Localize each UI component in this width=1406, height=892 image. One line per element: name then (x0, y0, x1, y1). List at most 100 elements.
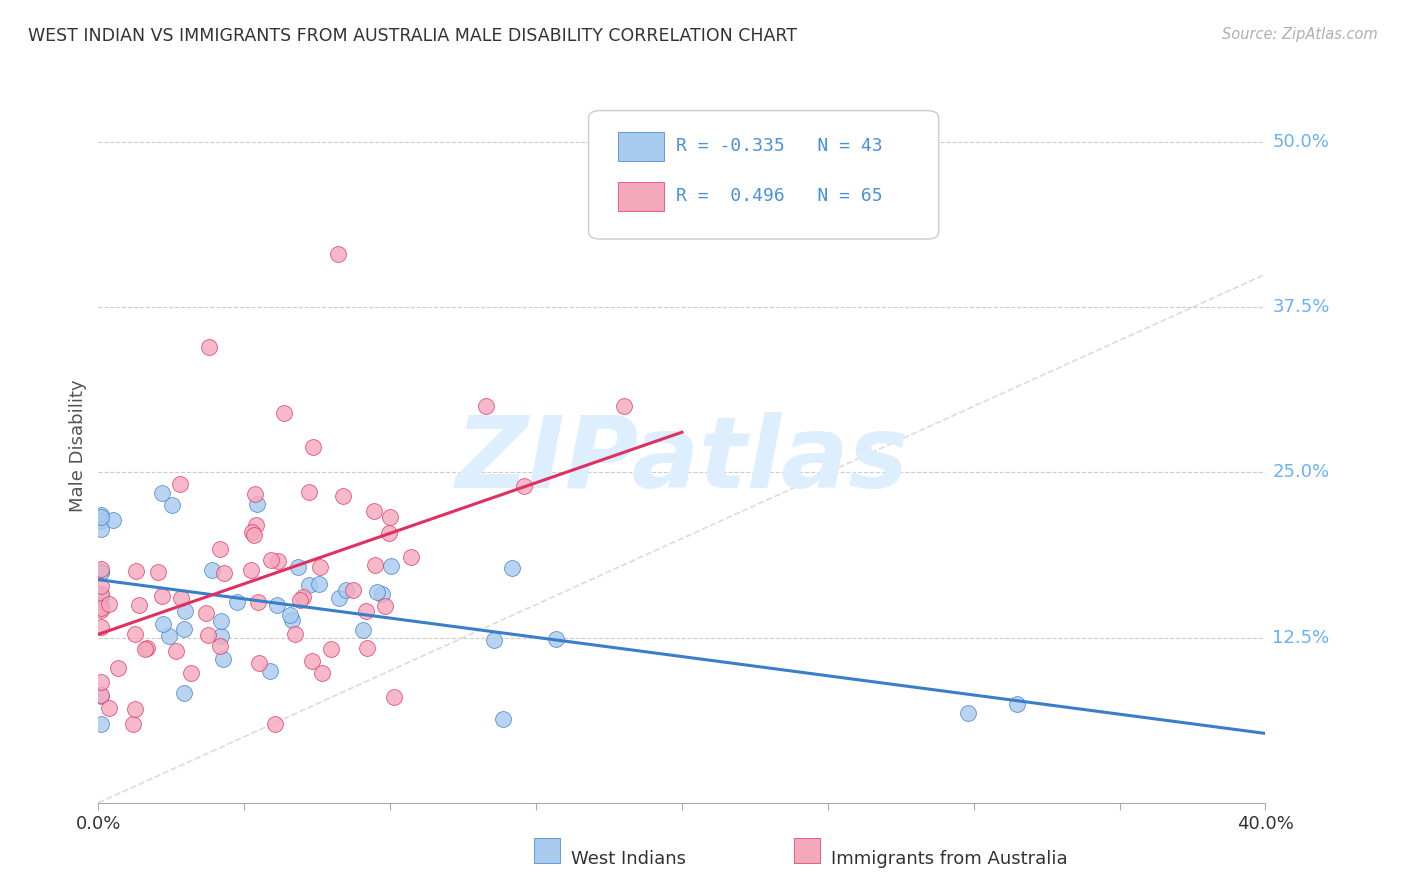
Point (125, 564, 148, 578)
Point (1007, 697, 1029, 711)
Point (482, 633, 505, 648)
Point (259, 552, 281, 566)
Point (173, 604, 195, 618)
Text: Source: ZipAtlas.com: Source: ZipAtlas.com (1222, 27, 1378, 42)
Point (308, 577, 330, 591)
Point (90, 620, 112, 634)
Text: R = -0.335   N = 43: R = -0.335 N = 43 (676, 137, 883, 155)
Point (98, 597, 121, 611)
Point (302, 440, 325, 454)
Point (124, 702, 146, 716)
Point (374, 599, 396, 614)
Point (90, 515, 112, 529)
Point (243, 487, 266, 501)
Point (90, 522, 112, 536)
Point (160, 499, 183, 513)
Point (136, 641, 159, 656)
Point (363, 558, 385, 572)
Point (332, 489, 354, 503)
Point (342, 583, 364, 598)
Point (328, 591, 350, 606)
Text: 37.5%: 37.5% (1272, 298, 1330, 317)
Point (546, 632, 568, 647)
Point (90, 688, 112, 702)
Point (173, 622, 195, 636)
Text: 12.5%: 12.5% (1272, 629, 1330, 647)
Point (209, 541, 232, 556)
Point (246, 595, 269, 609)
Point (90, 565, 112, 579)
Point (267, 554, 290, 568)
Point (288, 593, 311, 607)
Point (150, 590, 173, 604)
Point (291, 590, 314, 604)
Point (90, 675, 112, 690)
Point (90, 589, 112, 603)
Point (287, 559, 309, 574)
FancyBboxPatch shape (617, 132, 665, 161)
Point (382, 690, 405, 704)
Point (354, 604, 377, 618)
Point (612, 400, 634, 414)
Point (90, 587, 112, 601)
Text: 50.0%: 50.0% (1272, 133, 1329, 151)
Point (98, 701, 121, 715)
Point (169, 477, 191, 491)
FancyBboxPatch shape (589, 111, 939, 239)
Point (101, 513, 124, 527)
Point (363, 504, 385, 518)
Point (356, 641, 378, 656)
Point (366, 585, 388, 599)
Point (259, 664, 281, 678)
Text: WEST INDIAN VS IMMIGRANTS FROM AUSTRALIA MALE DISABILITY CORRELATION CHART: WEST INDIAN VS IMMIGRANTS FROM AUSTRALIA… (28, 27, 797, 45)
Point (246, 497, 269, 511)
Y-axis label: Male Disability: Male Disability (69, 380, 87, 512)
Point (107, 661, 129, 675)
Point (266, 598, 288, 612)
Point (90, 579, 112, 593)
Point (225, 595, 247, 609)
Point (319, 641, 342, 656)
Point (475, 400, 498, 414)
Point (209, 640, 232, 654)
Point (212, 566, 235, 580)
Point (284, 627, 307, 641)
Point (263, 716, 285, 731)
Point (273, 406, 295, 420)
Point (298, 578, 321, 592)
Text: 25.0%: 25.0% (1272, 464, 1330, 482)
Point (280, 608, 302, 623)
Point (90, 716, 112, 731)
FancyBboxPatch shape (617, 182, 665, 211)
Point (240, 525, 263, 540)
Point (128, 598, 150, 612)
Point (209, 629, 232, 643)
Point (197, 628, 219, 642)
Point (245, 517, 267, 532)
Point (399, 549, 422, 564)
Point (240, 563, 263, 577)
Point (249, 656, 271, 670)
Point (309, 559, 332, 574)
Text: R =  0.496   N = 65: R = 0.496 N = 65 (676, 187, 883, 205)
Point (152, 616, 174, 631)
Point (281, 613, 304, 627)
Point (209, 614, 232, 628)
Point (194, 606, 217, 620)
Point (134, 642, 156, 657)
Point (90, 510, 112, 524)
Point (90, 508, 112, 523)
Point (956, 706, 979, 720)
Point (512, 479, 534, 493)
Text: Immigrants from Australia: Immigrants from Australia (831, 850, 1067, 868)
Point (90, 689, 112, 703)
Point (90, 561, 112, 575)
Point (371, 587, 394, 601)
Point (148, 565, 170, 579)
Point (180, 666, 202, 681)
Point (501, 561, 523, 575)
Point (170, 591, 193, 606)
Text: West Indians: West Indians (571, 850, 686, 868)
Point (124, 626, 146, 640)
Text: ZIPatlas: ZIPatlas (456, 412, 908, 508)
